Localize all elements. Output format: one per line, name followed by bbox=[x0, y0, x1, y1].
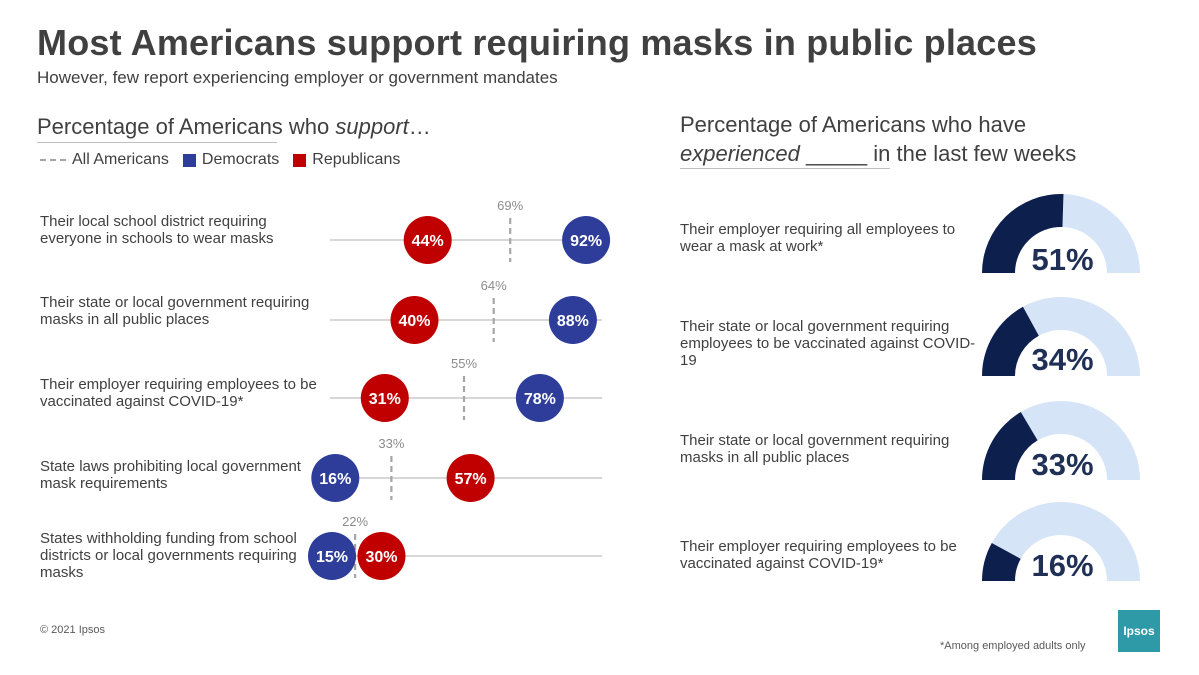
blue-square-icon bbox=[182, 153, 196, 167]
gauge-label-1: Their employer requiring all employees t… bbox=[680, 221, 956, 255]
democrats-dot bbox=[548, 296, 597, 344]
all-americans-label: 64% bbox=[481, 278, 507, 293]
row-label-2: Their state or local government requirin… bbox=[40, 294, 310, 328]
right-chart-heading: Percentage of Americans who have experie… bbox=[680, 110, 1076, 168]
left-heading-suffix: … bbox=[408, 114, 431, 139]
legend-label-rep: Republicans bbox=[312, 151, 401, 168]
democrats-value-label: 92% bbox=[570, 233, 602, 250]
page-subtitle: However, few report experiencing employe… bbox=[37, 68, 558, 87]
right-heading-emph: experienced bbox=[680, 141, 800, 166]
left-chart-heading: Percentage of Americans who support… bbox=[37, 114, 431, 140]
gauge-remainder bbox=[991, 502, 1140, 581]
gauge-2 bbox=[982, 297, 1140, 376]
republicans-dot bbox=[446, 454, 495, 502]
gauge-fill bbox=[982, 306, 1039, 376]
gauge-label-2: Their state or local government requirin… bbox=[680, 318, 976, 369]
gauge-fill bbox=[982, 194, 1064, 273]
republicans-dot bbox=[357, 532, 406, 580]
footnote-text: *Among employed adults only bbox=[940, 640, 1086, 652]
row-label-3: Their employer requiring employees to be… bbox=[40, 376, 317, 410]
democrats-dot bbox=[515, 374, 564, 422]
right-heading-line2: experienced _____ in the last few weeks bbox=[680, 139, 1076, 168]
gauge-4 bbox=[982, 502, 1140, 581]
democrats-value-label: 88% bbox=[557, 313, 589, 330]
gauge-value-2: 34% bbox=[1031, 342, 1094, 377]
page-title: Most Americans support requiring masks i… bbox=[37, 22, 1037, 63]
gauge-remainder bbox=[1062, 194, 1140, 273]
left-heading-rule bbox=[37, 142, 277, 143]
republicans-dot bbox=[360, 374, 409, 422]
all-americans-label: 69% bbox=[497, 198, 523, 213]
gauge-label-3: Their state or local government requirin… bbox=[680, 432, 950, 466]
left-heading-emph: support bbox=[335, 114, 409, 139]
gauge-remainder bbox=[1020, 401, 1140, 480]
republicans-dot bbox=[403, 216, 452, 264]
republicans-value-label: 30% bbox=[365, 549, 397, 566]
gauge-label-4: Their employer requiring employees to be… bbox=[680, 538, 957, 572]
legend: All Americans Democrats Republicans bbox=[40, 151, 414, 169]
row-label-1: Their local school district requiring ev… bbox=[40, 213, 274, 247]
row-label-5: States withholding funding from school d… bbox=[40, 530, 297, 581]
ipsos-logo: Ipsos bbox=[1118, 610, 1160, 652]
gauge-1 bbox=[982, 194, 1140, 273]
right-heading-line1: Percentage of Americans who have bbox=[680, 112, 1027, 137]
legend-item-all: All Americans bbox=[40, 151, 169, 169]
legend-label-all: All Americans bbox=[72, 151, 169, 168]
democrats-value-label: 78% bbox=[524, 391, 556, 408]
republicans-value-label: 44% bbox=[412, 233, 444, 250]
right-heading-rule bbox=[680, 168, 890, 169]
republicans-dot bbox=[390, 296, 439, 344]
democrats-dot bbox=[562, 216, 611, 264]
left-heading-prefix: Percentage of Americans who bbox=[37, 114, 336, 139]
gauge-value-4: 16% bbox=[1031, 548, 1094, 583]
legend-item-dem: Democrats bbox=[182, 151, 280, 169]
gauge-fill bbox=[982, 542, 1021, 581]
gauge-value-3: 33% bbox=[1031, 447, 1094, 482]
row-label-4: State laws prohibiting local government … bbox=[40, 458, 301, 492]
all-americans-label: 22% bbox=[342, 514, 368, 529]
copyright-text: © 2021 Ipsos bbox=[40, 624, 105, 636]
red-square-icon bbox=[293, 153, 307, 167]
republicans-value-label: 57% bbox=[455, 471, 487, 488]
gauge-value-1: 51% bbox=[1031, 242, 1094, 277]
legend-item-rep: Republicans bbox=[293, 151, 400, 169]
dashed-line-icon bbox=[40, 159, 66, 161]
gauge-remainder bbox=[1022, 297, 1140, 376]
republicans-value-label: 31% bbox=[369, 391, 401, 408]
all-americans-label: 33% bbox=[378, 436, 404, 451]
gauge-fill bbox=[982, 412, 1038, 480]
gauge-3 bbox=[982, 401, 1140, 480]
all-americans-label: 55% bbox=[451, 356, 477, 371]
republicans-value-label: 40% bbox=[398, 313, 430, 330]
legend-label-dem: Democrats bbox=[201, 151, 280, 168]
right-heading-rest: _____ in the last few weeks bbox=[799, 141, 1077, 166]
